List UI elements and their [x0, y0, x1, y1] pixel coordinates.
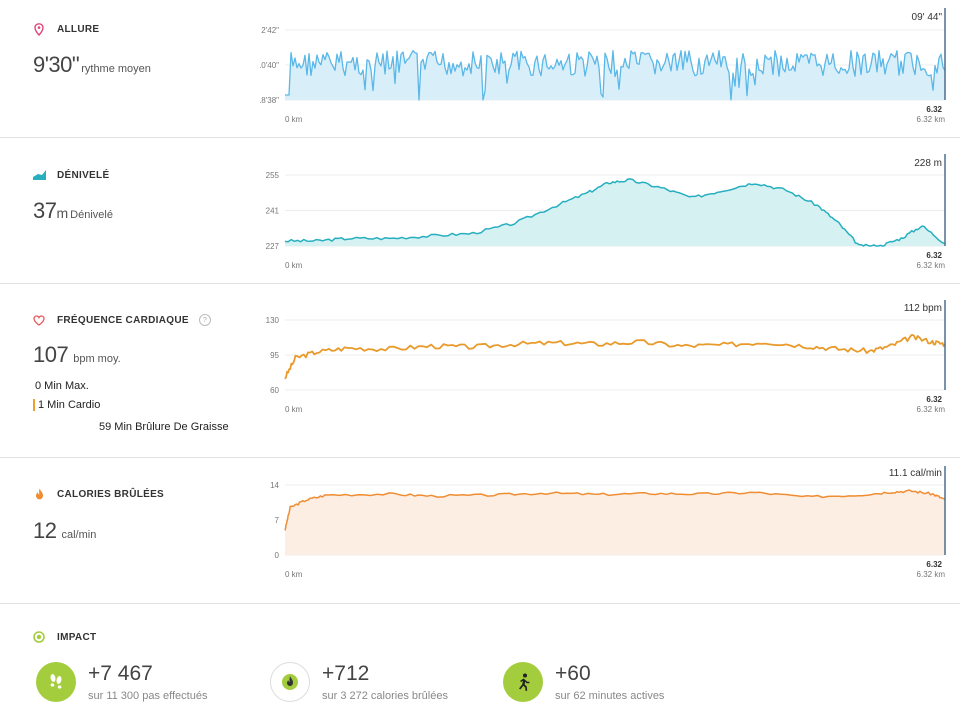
elevation-total-unit: Dénivelé: [70, 209, 113, 221]
flame-icon: [270, 662, 310, 702]
end-distance-value: 6.32: [926, 560, 942, 569]
zone-cardio: 1 Min Cardio: [33, 399, 100, 411]
elevation-chart[interactable]: 255 241 227 228 m 6.32 0 km 6.32 km: [260, 138, 960, 284]
impact-calories-sub: sur 3 272 calories brûlées: [322, 690, 448, 702]
series-area: [285, 490, 945, 555]
x-end-label: 6.32 km: [917, 570, 946, 579]
impact-steps-sub: sur 11 300 pas effectués: [88, 690, 208, 702]
elevation-header: DÉNIVELÉ: [32, 168, 109, 182]
y-tick-label: 18'38": [260, 96, 279, 105]
elevation-title: DÉNIVELÉ: [57, 169, 110, 181]
series-line: [284, 178, 946, 247]
x-start-label: 0 km: [285, 115, 303, 124]
y-tick-label: 241: [266, 207, 280, 216]
end-distance-value: 6.32: [926, 251, 942, 260]
pace-average-value: 9'30": [33, 52, 80, 77]
pace-average: 9'30" rythme moyen: [33, 52, 151, 78]
series-line: [284, 334, 946, 380]
calories-panel: CALORIES BRÛLÉES 12 cal/min 14 7 0 11.1 cal/…: [0, 458, 960, 604]
target-icon: [32, 630, 46, 644]
elevation-total-value: 37: [33, 198, 57, 223]
impact-calories: +712 sur 3 272 calories brûlées: [270, 662, 448, 702]
calories-average: 12 cal/min: [33, 518, 96, 544]
heart-rate-title: FRÉQUENCE CARDIAQUE: [57, 314, 189, 326]
y-tick-label: 130: [266, 316, 280, 325]
x-end-label: 6.32 km: [917, 261, 946, 270]
current-value: 228 m: [914, 158, 942, 169]
series-area: [285, 50, 945, 100]
impact-steps-value: +7 467: [88, 662, 153, 685]
impact-active-minutes-sub: sur 62 minutes actives: [555, 690, 665, 702]
location-pin-icon: [32, 22, 46, 36]
pace-average-unit: rythme moyen: [81, 63, 151, 75]
end-distance-value: 6.32: [926, 105, 942, 114]
calories-average-value: 12: [33, 518, 57, 543]
elevation-panel: DÉNIVELÉ 37m Dénivelé 255 241 227 228 m 6.32 0…: [0, 138, 960, 284]
impact-header: IMPACT: [32, 630, 96, 644]
current-value: 112 bpm: [904, 303, 942, 314]
calories-average-unit: cal/min: [61, 529, 97, 541]
y-tick-label: 95: [270, 351, 279, 360]
flame-icon: [32, 487, 46, 501]
y-tick-label: 10'40": [260, 61, 279, 70]
zone-max: 0 Min Max.: [35, 380, 89, 392]
help-icon[interactable]: ?: [198, 314, 211, 326]
pace-header: ALLURE: [32, 22, 99, 36]
impact-calories-value: +712: [322, 662, 370, 685]
impact-active-minutes: +60 sur 62 minutes actives: [503, 662, 664, 702]
y-tick-label: 0: [275, 551, 280, 560]
series-line: [285, 49, 946, 101]
x-start-label: 0 km: [285, 570, 303, 579]
series-line: [284, 489, 946, 531]
zone-fat-burn: 59 Min Brûlure De Graisse: [99, 421, 229, 433]
end-distance-value: 6.32: [926, 395, 942, 404]
elevation-total: 37m Dénivelé: [33, 198, 113, 224]
x-end-label: 6.32 km: [917, 405, 946, 414]
x-start-label: 0 km: [285, 261, 303, 270]
heart-rate-average-unit: bpm moy.: [73, 353, 121, 365]
heart-rate-header: FRÉQUENCE CARDIAQUE ?: [32, 313, 211, 327]
current-value: 11.1 cal/min: [889, 468, 942, 479]
y-tick-label: 7: [275, 516, 280, 525]
heart-rate-chart[interactable]: 130 95 60 112 bpm 6.32 0 km 6.32 km: [260, 284, 960, 458]
heart-icon: [32, 313, 46, 327]
heart-rate-average-value: 107: [33, 342, 69, 367]
series-area: [285, 178, 945, 246]
calories-chart[interactable]: 14 7 0 11.1 cal/min 6.32 0 km 6.32 km: [260, 458, 960, 604]
calories-title: CALORIES BRÛLÉES: [57, 488, 165, 500]
y-tick-label: 2'42": [261, 26, 279, 35]
calories-header: CALORIES BRÛLÉES: [32, 487, 164, 501]
footsteps-icon: [36, 662, 76, 702]
impact-steps: +7 467 sur 11 300 pas effectués: [36, 662, 207, 702]
y-tick-label: 60: [270, 386, 279, 395]
pace-chart[interactable]: 2'42" 10'40" 18'38" 09' 44" 6.32 0 km 6.32 km: [260, 0, 960, 138]
current-value: 09' 44": [912, 12, 943, 23]
impact-title: IMPACT: [57, 631, 97, 643]
pace-panel: ALLURE 9'30"rythme moyen 2'42" 10'40" 18'3…: [0, 0, 960, 138]
heart-rate-panel: FRÉQUENCE CARDIAQUE ? 107 bpm moy. 0 Min …: [0, 284, 960, 458]
y-tick-label: 227: [266, 242, 280, 251]
y-tick-label: 255: [266, 171, 280, 180]
y-tick-label: 14: [270, 481, 279, 490]
pace-title: ALLURE: [57, 23, 100, 35]
x-end-label: 6.32 km: [917, 115, 946, 124]
elevation-total-unit-short: m: [56, 205, 69, 221]
elevation-icon: [32, 168, 46, 182]
x-start-label: 0 km: [285, 405, 303, 414]
heart-rate-average: 107 bpm moy.: [33, 342, 121, 368]
impact-active-minutes-value: +60: [555, 662, 591, 685]
running-person-icon: [503, 662, 543, 702]
impact-section: IMPACT: [0, 604, 960, 720]
